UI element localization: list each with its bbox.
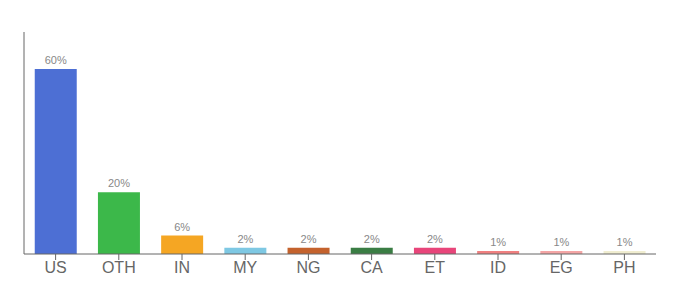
svg-text:2%: 2%	[237, 233, 253, 245]
svg-text:60%: 60%	[45, 54, 67, 66]
svg-text:CA: CA	[360, 259, 383, 276]
svg-text:OTH: OTH	[102, 259, 136, 276]
svg-text:20%: 20%	[108, 177, 130, 189]
svg-text:6%: 6%	[174, 221, 190, 233]
svg-text:ID: ID	[490, 259, 506, 276]
svg-text:2%: 2%	[427, 233, 443, 245]
svg-text:PH: PH	[613, 259, 635, 276]
svg-text:ET: ET	[425, 259, 446, 276]
svg-text:1%: 1%	[617, 236, 633, 248]
svg-text:2%: 2%	[364, 233, 380, 245]
svg-text:2%: 2%	[301, 233, 317, 245]
svg-text:NG: NG	[296, 259, 320, 276]
svg-text:1%: 1%	[553, 236, 569, 248]
svg-text:US: US	[44, 259, 66, 276]
svg-text:MY: MY	[233, 259, 257, 276]
svg-text:1%: 1%	[490, 236, 506, 248]
svg-text:EG: EG	[550, 259, 573, 276]
svg-text:IN: IN	[174, 259, 190, 276]
